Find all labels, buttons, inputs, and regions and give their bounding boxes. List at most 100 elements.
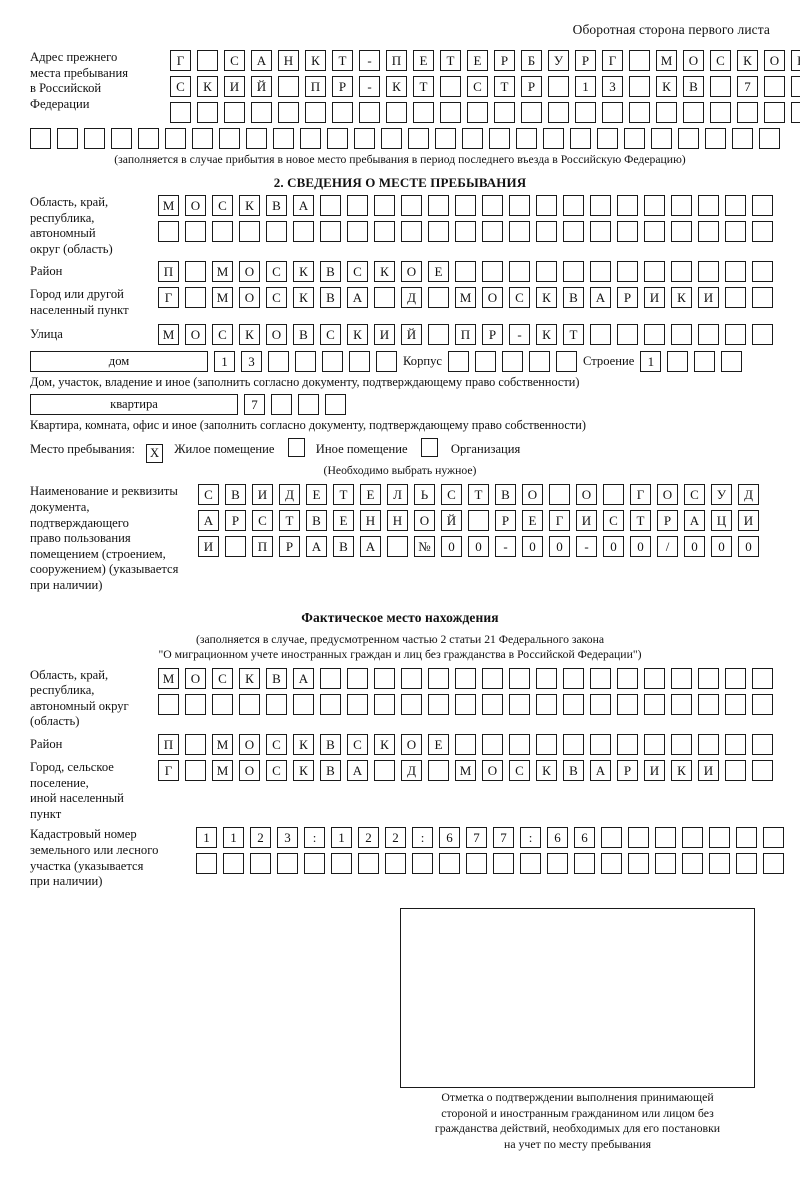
- char-box[interactable]: :: [520, 827, 541, 849]
- char-box[interactable]: 2: [250, 827, 271, 849]
- char-box[interactable]: М: [455, 759, 476, 781]
- char-box[interactable]: [764, 102, 785, 123]
- char-box[interactable]: С: [198, 484, 219, 506]
- char-box[interactable]: С: [266, 733, 287, 755]
- char-box[interactable]: [590, 667, 611, 689]
- char-box[interactable]: Т: [468, 484, 489, 506]
- char-box[interactable]: [725, 287, 746, 309]
- char-box[interactable]: В: [320, 759, 341, 781]
- char-box[interactable]: [752, 733, 773, 755]
- char-box[interactable]: [246, 128, 267, 149]
- char-row[interactable]: [196, 853, 784, 875]
- char-box[interactable]: Н: [278, 50, 299, 71]
- stamp-area[interactable]: [400, 908, 755, 1088]
- char-box[interactable]: [435, 128, 456, 149]
- char-box[interactable]: 2: [385, 827, 406, 849]
- char-box[interactable]: [138, 128, 159, 149]
- char-box[interactable]: [752, 220, 773, 242]
- char-box[interactable]: А: [360, 536, 381, 558]
- char-box[interactable]: Д: [401, 759, 422, 781]
- char-box[interactable]: Р: [657, 510, 678, 532]
- char-box[interactable]: К: [293, 287, 314, 309]
- char-box[interactable]: [468, 510, 489, 532]
- char-box[interactable]: В: [266, 667, 287, 689]
- char-box[interactable]: [401, 194, 422, 216]
- char-box[interactable]: 3: [241, 350, 262, 372]
- char-box[interactable]: [536, 220, 557, 242]
- char-box[interactable]: [725, 693, 746, 715]
- char-box[interactable]: В: [225, 484, 246, 506]
- char-box[interactable]: У: [711, 484, 732, 506]
- char-box[interactable]: 3: [277, 827, 298, 849]
- char-box[interactable]: С: [212, 667, 233, 689]
- char-box[interactable]: А: [590, 759, 611, 781]
- char-box[interactable]: 7: [737, 76, 758, 97]
- char-box[interactable]: О: [266, 323, 287, 345]
- char-box[interactable]: О: [482, 759, 503, 781]
- char-box[interactable]: 1: [640, 350, 662, 372]
- char-box[interactable]: О: [401, 261, 422, 283]
- char-box[interactable]: [494, 102, 515, 123]
- char-box[interactable]: В: [320, 287, 341, 309]
- char-box[interactable]: [293, 220, 314, 242]
- char-box[interactable]: М: [212, 759, 233, 781]
- char-box[interactable]: С: [252, 510, 273, 532]
- char-box[interactable]: С: [320, 323, 341, 345]
- char-box[interactable]: Ц: [711, 510, 732, 532]
- char-box[interactable]: Б: [521, 50, 542, 71]
- char-box[interactable]: 0: [468, 536, 489, 558]
- char-box[interactable]: Т: [494, 76, 515, 97]
- char-box[interactable]: [273, 128, 294, 149]
- char-box[interactable]: [628, 853, 649, 875]
- char-box[interactable]: [185, 733, 206, 755]
- char-box[interactable]: -: [359, 50, 380, 71]
- char-box[interactable]: Ь: [414, 484, 435, 506]
- char-box[interactable]: 0: [630, 536, 651, 558]
- char-box[interactable]: [536, 194, 557, 216]
- char-box[interactable]: 1: [575, 76, 596, 97]
- char-box[interactable]: [331, 853, 352, 875]
- char-box[interactable]: М: [158, 194, 179, 216]
- char-box[interactable]: 0: [441, 536, 462, 558]
- char-box[interactable]: Д: [401, 287, 422, 309]
- char-box[interactable]: 3: [602, 76, 623, 97]
- char-box[interactable]: [196, 853, 217, 875]
- char-box[interactable]: 0: [549, 536, 570, 558]
- char-box[interactable]: К: [536, 323, 557, 345]
- flat-number-boxes[interactable]: 7: [244, 393, 346, 415]
- char-box[interactable]: [624, 128, 645, 149]
- char-box[interactable]: [278, 76, 299, 97]
- char-box[interactable]: С: [509, 759, 530, 781]
- char-box[interactable]: [225, 536, 246, 558]
- char-box[interactable]: Й: [441, 510, 462, 532]
- char-box[interactable]: [212, 693, 233, 715]
- char-box[interactable]: О: [239, 733, 260, 755]
- char-box[interactable]: Р: [617, 287, 638, 309]
- char-box[interactable]: О: [522, 484, 543, 506]
- char-box[interactable]: [698, 667, 719, 689]
- char-box[interactable]: [332, 102, 353, 123]
- char-box[interactable]: [320, 220, 341, 242]
- char-box[interactable]: Й: [401, 323, 422, 345]
- char-box[interactable]: [509, 733, 530, 755]
- char-box[interactable]: Т: [333, 484, 354, 506]
- char-box[interactable]: К: [656, 76, 677, 97]
- char-box[interactable]: [563, 261, 584, 283]
- char-box[interactable]: К: [293, 759, 314, 781]
- char-box[interactable]: 7: [244, 393, 265, 415]
- char-box[interactable]: 6: [574, 827, 595, 849]
- char-box[interactable]: Р: [521, 76, 542, 97]
- char-box[interactable]: [374, 667, 395, 689]
- char-box[interactable]: С: [441, 484, 462, 506]
- char-box[interactable]: В: [495, 484, 516, 506]
- char-box[interactable]: [671, 261, 692, 283]
- char-box[interactable]: [617, 667, 638, 689]
- char-box[interactable]: К: [347, 323, 368, 345]
- char-box[interactable]: К: [293, 733, 314, 755]
- char-box[interactable]: [347, 220, 368, 242]
- char-box[interactable]: М: [212, 287, 233, 309]
- char-box[interactable]: /: [657, 536, 678, 558]
